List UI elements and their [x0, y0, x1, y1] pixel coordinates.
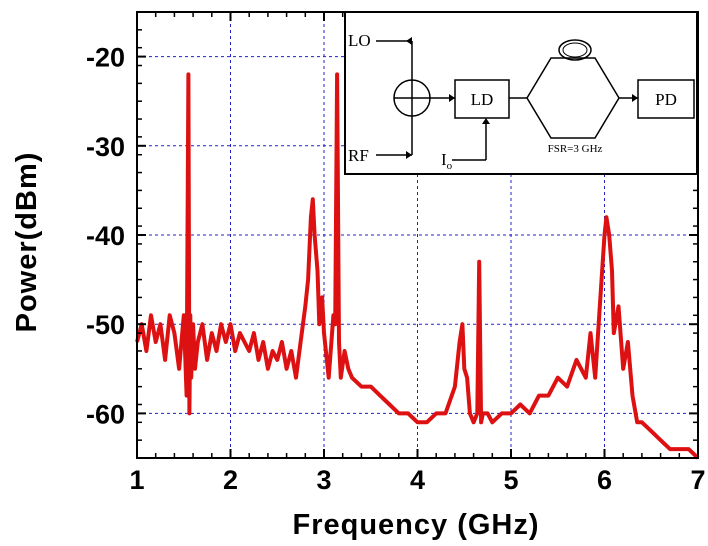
y-tick-label: -30: [86, 132, 125, 162]
inset-label-ld: LD: [471, 90, 494, 109]
inset-ring-outer: [558, 39, 592, 61]
inset-ring-inner: [562, 42, 588, 58]
y-tick-label: -50: [86, 310, 125, 340]
x-tick-label: 6: [597, 465, 612, 495]
x-tick-label: 2: [223, 465, 238, 495]
y-tick-label: -40: [86, 221, 125, 251]
y-axis-title: Power(dBm): [11, 152, 43, 333]
inset-label-bias: Io: [441, 150, 453, 172]
y-tick-label: -20: [86, 43, 125, 73]
inset-label-rf: RF: [348, 146, 369, 165]
inset-ld-arrow: [449, 94, 455, 102]
inset-schematic: LO RF LD Io FSR=3 GHz PD: [344, 11, 698, 175]
x-axis-title: Frequency (GHz): [292, 509, 539, 541]
inset-rf-arrow: [406, 151, 412, 159]
inset-pd-box: [637, 79, 695, 119]
inset-label-pd: PD: [655, 90, 677, 109]
series-layer: [135, 72, 700, 460]
y-tick-label: -60: [86, 399, 125, 429]
inset-pd-arrow: [632, 94, 638, 102]
x-tick-label: 1: [129, 465, 144, 495]
inset-lo-arrow: [406, 37, 412, 45]
x-tick-label: 4: [410, 465, 425, 495]
tick-labels: 1 2 3 4 5 6 7 -20 -30 -40 -50 -60: [86, 43, 706, 495]
x-tick-label: 5: [503, 465, 518, 495]
x-tick-label: 3: [316, 465, 331, 495]
x-tick-label: 7: [690, 465, 705, 495]
inset-label-fsr: FSR=3 GHz: [548, 143, 603, 155]
inset-label-lo: LO: [348, 31, 371, 50]
series-line: [135, 72, 700, 460]
inset-bias-arrow: [482, 118, 490, 124]
inset-ld-box: [454, 79, 510, 119]
